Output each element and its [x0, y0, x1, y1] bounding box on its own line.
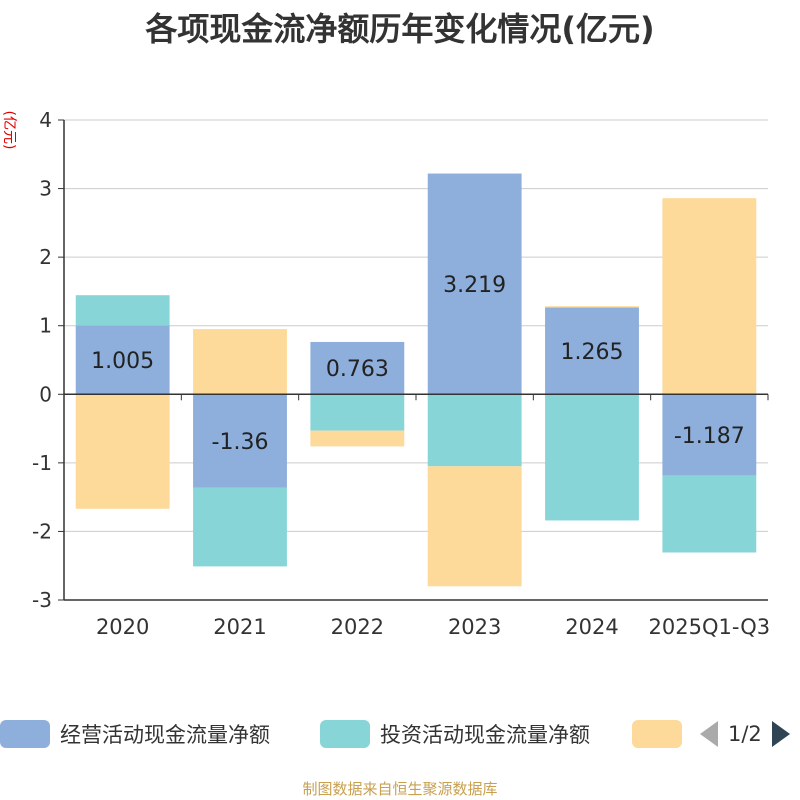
bar-investing[interactable] [193, 487, 287, 567]
x-tick-label: 2025Q1-Q3 [649, 615, 771, 639]
pager-page-text: 1/2 [728, 722, 762, 746]
legend-label-operating: 经营活动现金流量净额 [60, 723, 270, 747]
data-label: 1.265 [561, 340, 624, 365]
bar-financing[interactable] [662, 198, 757, 395]
x-tick-label: 2022 [331, 615, 384, 639]
y-tick-label: 1 [39, 314, 52, 338]
bar-investing[interactable] [75, 295, 170, 326]
x-tick-label: 2024 [565, 615, 618, 639]
x-tick-label: 2020 [96, 615, 149, 639]
legend-label-investing: 投资活动现金流量净额 [380, 723, 590, 747]
bar-investing[interactable] [662, 475, 757, 553]
legend-pager: 1/2 [700, 714, 790, 754]
y-tick-label: -2 [32, 519, 52, 543]
bar-chart: 4 3 2 1 0 -1 -2 -3 1.005 -1.36 0.763 3.219 1.265 -1.1… [32, 108, 771, 639]
bar-investing[interactable] [545, 394, 639, 521]
bar-operating[interactable] [193, 394, 287, 488]
y-tick-label: -1 [32, 451, 52, 475]
bar-financing[interactable] [193, 329, 287, 395]
y-tick-label: -3 [32, 588, 52, 612]
y-tick-label: 3 [39, 177, 52, 201]
bar-financing[interactable] [427, 466, 522, 587]
legend-item-operating[interactable]: 经营活动现金流量净额 [0, 714, 270, 754]
legend-swatch-investing [320, 720, 370, 748]
data-label: -1.187 [674, 424, 745, 449]
bar-financing[interactable] [310, 430, 405, 447]
x-tick-label: 2023 [448, 615, 501, 639]
data-label: 1.005 [91, 349, 154, 374]
pager-next-icon[interactable] [771, 721, 790, 747]
data-label: 3.219 [443, 273, 506, 298]
legend-item-financing[interactable] [632, 714, 682, 754]
bar-investing[interactable] [310, 394, 405, 431]
legend-item-investing[interactable]: 投资活动现金流量净额 [320, 714, 590, 754]
x-tick-label: 2021 [213, 615, 266, 639]
bar-financing[interactable] [545, 306, 639, 308]
legend-swatch-financing [632, 720, 682, 748]
y-tick-label: 4 [39, 108, 52, 132]
bar-operating[interactable] [662, 394, 757, 476]
data-label: 0.763 [326, 357, 389, 382]
source-note: 制图数据来自恒生聚源数据库 [302, 780, 498, 798]
y-tick-label: 0 [39, 382, 52, 406]
bar-operating[interactable] [75, 325, 170, 395]
chart-title: 各项现金流净额历年变化情况(亿元) [145, 10, 655, 48]
y-tick-label: 2 [39, 245, 52, 269]
legend: 经营活动现金流量净额 投资活动现金流量净额 [0, 714, 800, 754]
bar-operating[interactable] [310, 341, 405, 395]
pager-prev-icon[interactable] [700, 721, 718, 747]
data-label: -1.36 [212, 430, 269, 455]
legend-swatch-operating [0, 720, 50, 748]
bar-operating[interactable] [545, 307, 639, 395]
bar-operating[interactable] [427, 173, 522, 395]
bar-financing[interactable] [75, 394, 170, 509]
bar-investing[interactable] [427, 394, 522, 467]
